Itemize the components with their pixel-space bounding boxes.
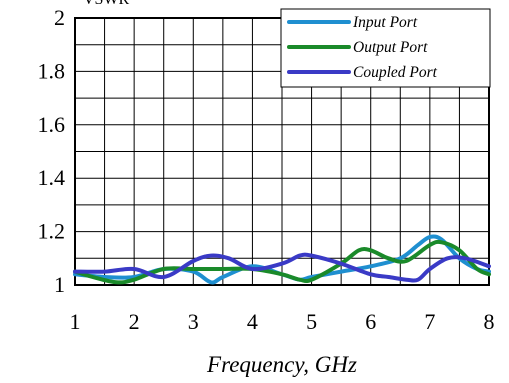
y-axis-title-partial: VSWR bbox=[83, 0, 130, 8]
y-tick-label: 1.2 bbox=[38, 219, 66, 244]
x-tick-label: 6 bbox=[365, 309, 376, 334]
legend-label-coupled-port: Coupled Port bbox=[353, 64, 438, 81]
legend-label-output-port: Output Port bbox=[353, 39, 428, 56]
x-tick-label: 7 bbox=[424, 309, 435, 334]
y-tick-label: 1 bbox=[54, 272, 65, 297]
legend-label-input-port: Input Port bbox=[352, 14, 418, 31]
y-tick-labels: 1 1.2 1.4 1.6 1.8 2 bbox=[38, 5, 66, 297]
y-tick-label: 1.6 bbox=[38, 112, 66, 137]
x-tick-label: 8 bbox=[484, 309, 495, 334]
series-lines bbox=[73, 234, 491, 285]
y-tick-label: 1.8 bbox=[38, 58, 66, 83]
y-tick-label: 2 bbox=[54, 5, 65, 30]
x-tick-label: 1 bbox=[70, 309, 81, 334]
x-tick-label: 2 bbox=[129, 309, 140, 334]
x-axis-title: Frequency, GHz bbox=[206, 352, 357, 377]
x-tick-label: 5 bbox=[306, 309, 317, 334]
x-tick-label: 3 bbox=[188, 309, 199, 334]
y-tick-label: 1.4 bbox=[38, 165, 66, 190]
x-tick-label: 4 bbox=[247, 309, 258, 334]
legend: Input Port Output Port Coupled Port bbox=[280, 8, 491, 88]
x-tick-labels: 1 2 3 4 5 6 7 8 bbox=[70, 309, 495, 334]
series-line-coupled-port bbox=[73, 252, 491, 283]
series-line-output-port bbox=[73, 239, 491, 285]
